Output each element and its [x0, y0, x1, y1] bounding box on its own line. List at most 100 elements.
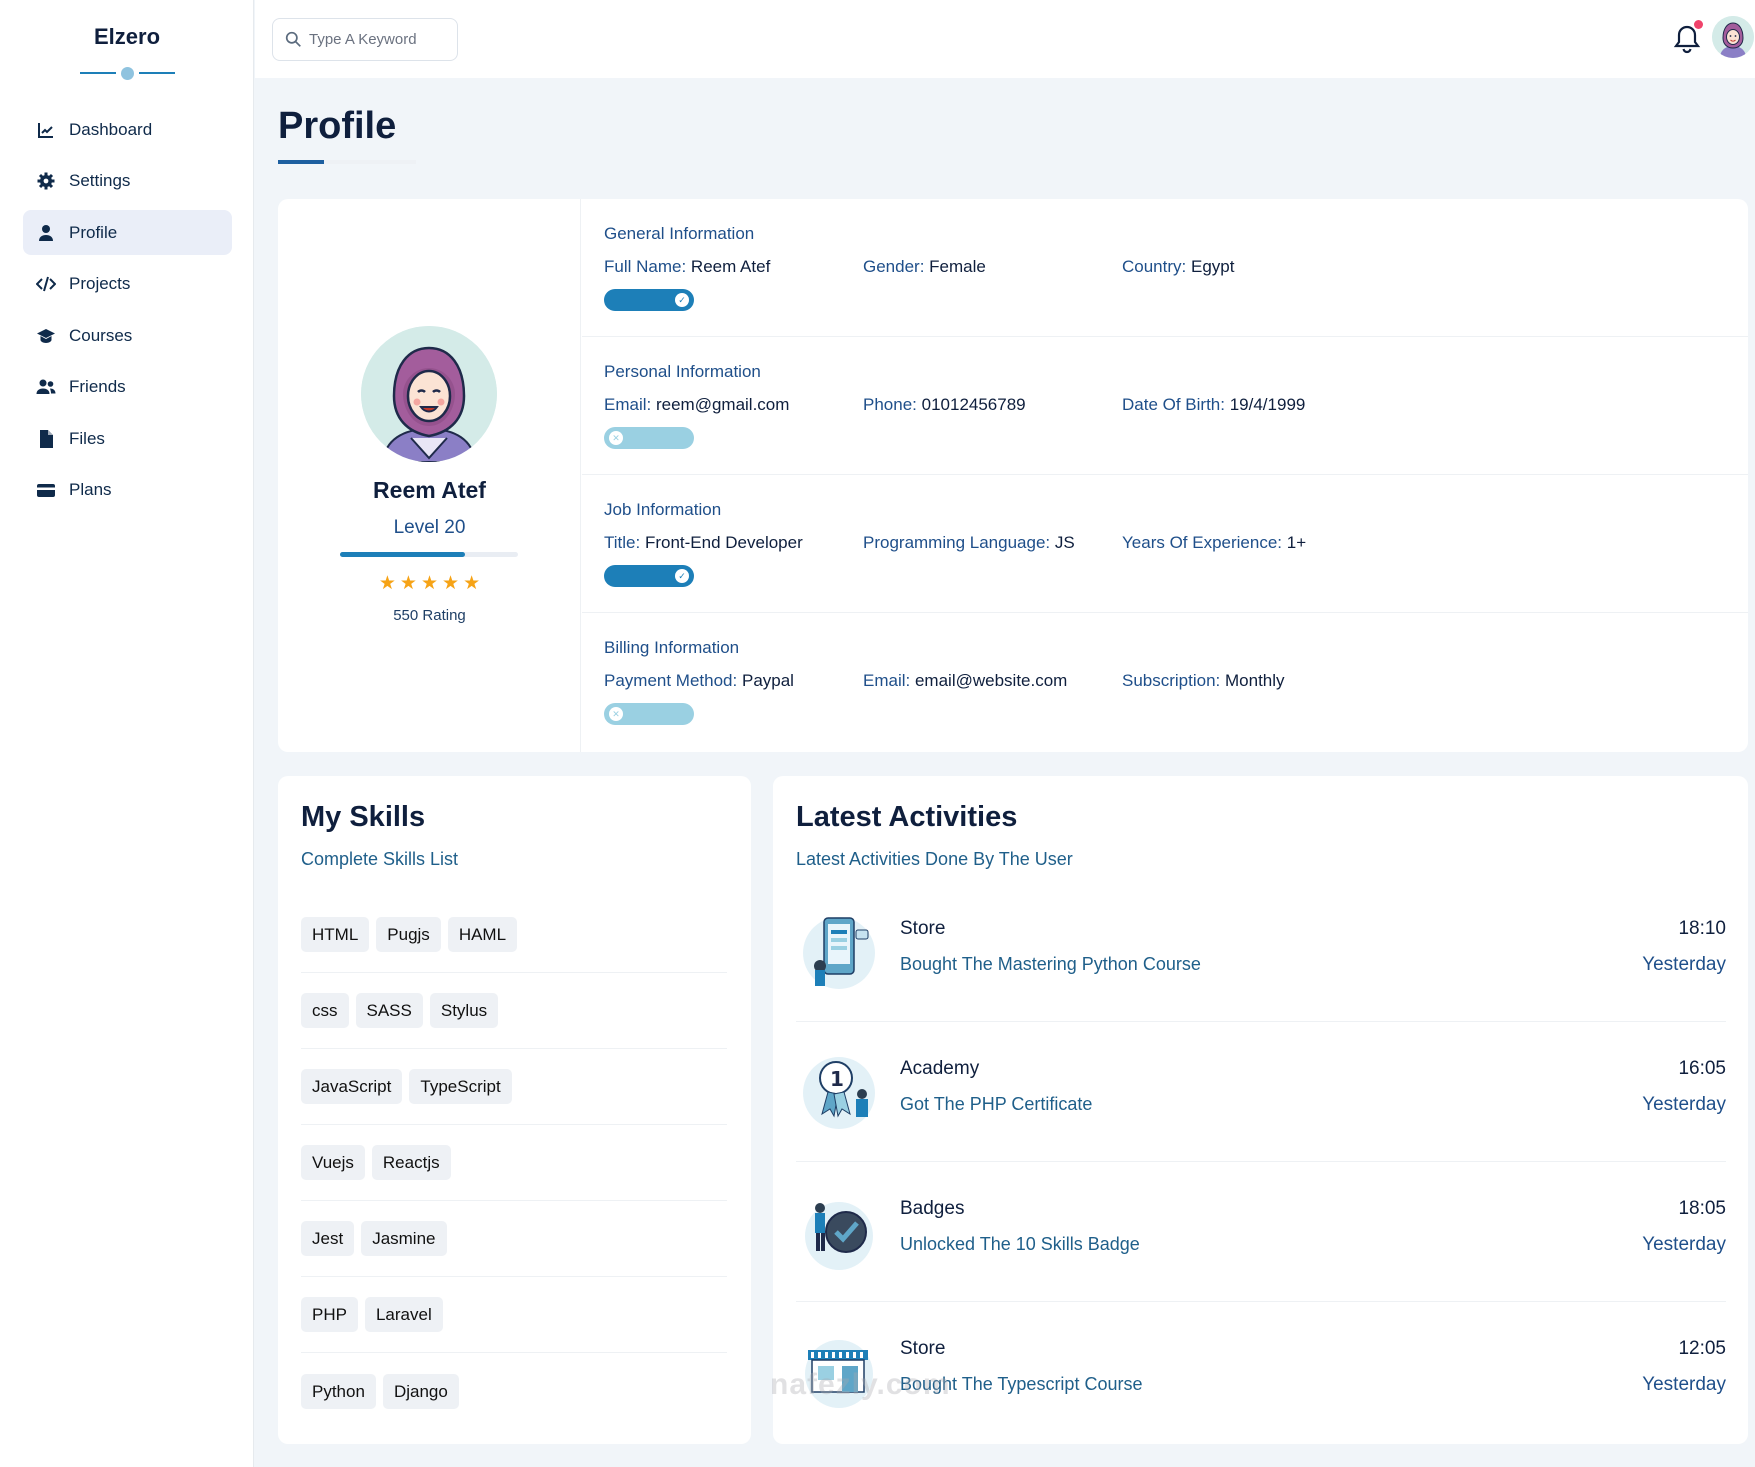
skill-tag: Pugjs: [376, 917, 441, 952]
sidebar-item-settings[interactable]: Settings: [23, 159, 232, 204]
brand-decoration: [80, 66, 175, 80]
profile-name: Reem Atef: [373, 477, 486, 503]
sidebar-item-courses[interactable]: Courses: [23, 313, 232, 358]
skill-row: Python Django: [301, 1353, 727, 1429]
activity-title: Badges: [900, 1198, 965, 1219]
avatar[interactable]: [1712, 16, 1754, 58]
search-input[interactable]: Type A Keyword: [272, 18, 458, 61]
close-icon: ✕: [609, 707, 623, 721]
skill-row: css SASS Stylus: [301, 973, 727, 1049]
certificate-award-illustration-icon: 1: [803, 1057, 875, 1129]
activity-description: Got The PHP Certificate: [900, 1094, 1093, 1114]
skills-title: My Skills: [301, 801, 426, 833]
personal-information-section: Personal Information Email: reem@gmail.c…: [582, 337, 1748, 475]
star-icon: ★: [399, 573, 417, 594]
skill-tag: JavaScript: [301, 1069, 403, 1104]
gear-icon: [35, 170, 57, 192]
job-information-section: Job Information Title: Front-End Develop…: [582, 475, 1748, 613]
activity-title: Store: [900, 1338, 946, 1359]
activity-day: Yesterday: [1642, 1234, 1726, 1255]
info-field: Date Of Birth: 19/4/1999: [1122, 395, 1306, 414]
graduation-cap-icon: [35, 325, 57, 347]
activity-time: 12:05: [1678, 1338, 1726, 1359]
general-information-section: General Information Full Name: Reem Atef…: [582, 199, 1748, 337]
activities-title: Latest Activities: [796, 801, 1018, 833]
sidebar-item-projects[interactable]: Projects: [23, 262, 232, 307]
skill-row: JavaScript TypeScript: [301, 1049, 727, 1125]
info-field: Gender: Female: [863, 257, 986, 276]
credit-card-icon: [35, 479, 57, 501]
sidebar-item-profile[interactable]: Profile: [23, 210, 232, 255]
section-title: General Information: [604, 224, 755, 243]
activities-subtitle: Latest Activities Done By The User: [796, 849, 1073, 869]
skill-tag: Django: [382, 1373, 459, 1409]
skill-row: Jest Jasmine: [301, 1201, 727, 1277]
skill-tag: Jasmine: [361, 1221, 447, 1256]
sidebar-item-label: Files: [69, 428, 105, 448]
skill-tag: HAML: [447, 917, 518, 952]
skill-tag: Vuejs: [301, 1145, 365, 1180]
activity-item: 1 Academy Got The PHP Certificate 16:05 …: [796, 1022, 1726, 1162]
activity-description: Bought The Typescript Course: [900, 1374, 1143, 1394]
sidebar-item-label: Projects: [69, 274, 131, 293]
info-field: Payment Method: Paypal: [604, 671, 794, 690]
skill-tag: Python: [301, 1373, 376, 1409]
watermark: nafezly.com: [770, 1368, 951, 1401]
sidebar-item-plans[interactable]: Plans: [23, 468, 232, 513]
section-toggle[interactable]: ✕: [604, 427, 694, 449]
activity-time: 18:10: [1678, 918, 1726, 939]
star-icon: ★: [378, 573, 396, 594]
level-progress-fill: [340, 552, 465, 557]
title-underline: [278, 160, 416, 164]
info-field: Email: reem@gmail.com: [604, 395, 790, 414]
sidebar-item-dashboard[interactable]: Dashboard: [23, 107, 232, 152]
skill-tag: Laravel: [364, 1297, 443, 1332]
skill-tag: SASS: [355, 993, 423, 1028]
info-field: Full Name: Reem Atef: [604, 257, 771, 276]
check-icon: ✓: [675, 293, 689, 307]
sidebar-item-friends[interactable]: Friends: [23, 365, 232, 410]
chart-line-icon: [35, 119, 57, 141]
section-toggle[interactable]: ✓: [604, 289, 694, 311]
section-title: Job Information: [604, 500, 722, 519]
store-phone-illustration-icon: [803, 917, 875, 989]
star-icon: ★: [420, 573, 439, 594]
skill-row: PHP Laravel: [301, 1277, 727, 1353]
activity-day: Yesterday: [1642, 954, 1726, 975]
section-toggle[interactable]: ✓: [604, 565, 694, 587]
activity-title: Academy: [900, 1058, 980, 1079]
info-field: Phone: 01012456789: [863, 395, 1026, 414]
skill-tag: PHP: [301, 1297, 358, 1332]
sidebar-item-label: Profile: [69, 222, 118, 242]
bell-icon[interactable]: [1673, 24, 1701, 54]
profile-avatar: [361, 326, 497, 462]
profile-level: Level 20: [393, 517, 466, 538]
activity-title: Store: [900, 918, 946, 939]
sidebar-item-label: Plans: [69, 480, 112, 499]
section-toggle[interactable]: ✕: [604, 703, 694, 725]
info-field: Programming Language: JS: [863, 533, 1075, 552]
brand-logo[interactable]: Elzero: [93, 24, 161, 49]
users-icon: [35, 376, 57, 398]
storefront-illustration-icon: [805, 1340, 873, 1408]
badge-check-illustration-icon: [805, 1202, 873, 1270]
sidebar-item-label: Courses: [69, 325, 133, 345]
sidebar-nav: Dashboard Settings Profile Projects Cour…: [23, 107, 232, 519]
info-field: Country: Egypt: [1122, 257, 1235, 276]
sidebar-item-files[interactable]: Files: [23, 416, 232, 461]
activity-item: Store Bought The Typescript Course 12:05…: [796, 1302, 1726, 1442]
star-icon: ★: [463, 573, 481, 594]
skill-tag: Reactjs: [371, 1145, 451, 1180]
search-icon: [285, 31, 301, 47]
activity-description: Bought The Mastering Python Course: [900, 954, 1201, 974]
page-title: Profile: [278, 105, 397, 147]
skill-row: HTML Pugjs HAML: [301, 897, 727, 973]
activity-time: 18:05: [1678, 1198, 1726, 1219]
skill-tag: HTML: [301, 917, 370, 952]
section-title: Billing Information: [604, 638, 740, 657]
sidebar: Elzero Dashboard Settings Profile Projec…: [0, 0, 254, 1467]
activity-time: 16:05: [1678, 1058, 1726, 1079]
sidebar-item-label: Dashboard: [69, 119, 153, 139]
activity-description: Unlocked The 10 Skills Badge: [900, 1234, 1140, 1254]
search-placeholder: Type A Keyword: [309, 31, 417, 48]
